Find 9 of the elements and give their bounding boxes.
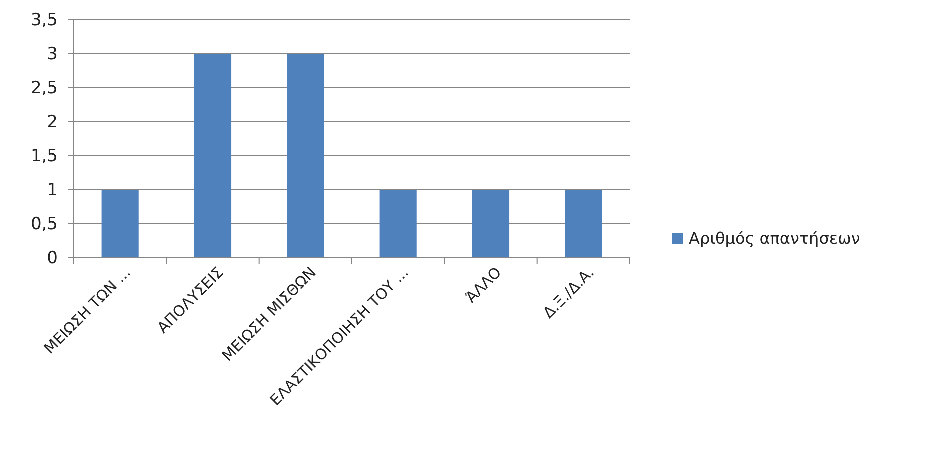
y-tick-label: 0 [47,248,58,268]
y-tick-label: 3,5 [30,10,58,30]
y-tick-label: 3 [47,44,58,64]
y-tick-label: 1,5 [30,146,58,166]
y-tick-label: 1 [47,180,58,200]
legend-label: Αριθμός απαντήσεων [689,229,860,248]
y-tick-label: 2,5 [30,78,58,98]
y-tick-label: 2 [47,112,58,132]
y-tick-label: 0,5 [30,214,58,234]
